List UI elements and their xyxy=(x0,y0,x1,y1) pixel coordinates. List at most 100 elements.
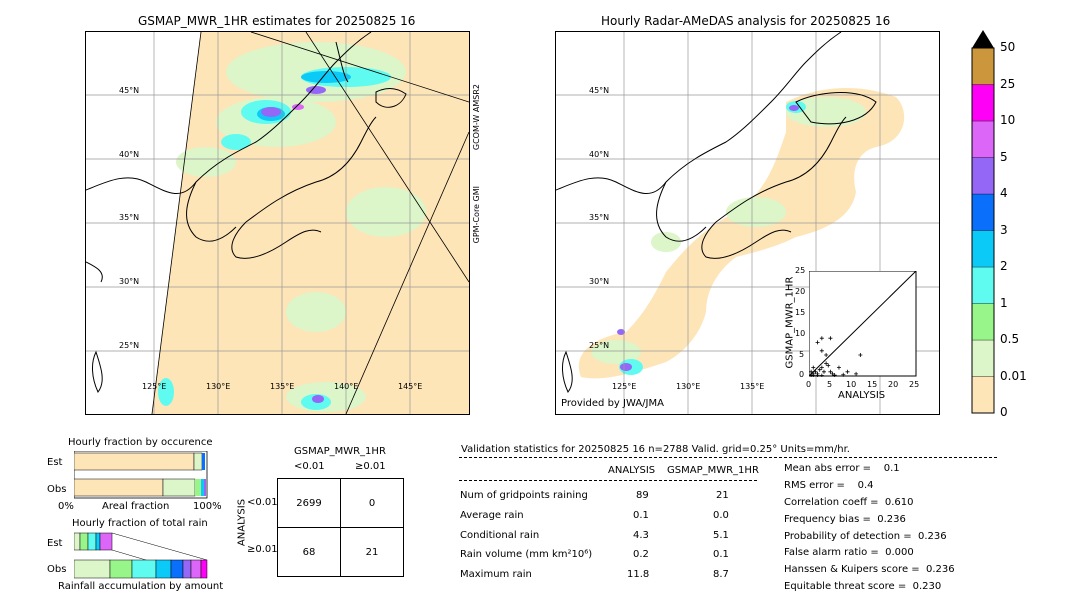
validation-header-rule xyxy=(459,457,997,458)
validation-row-label: Rain volume (mm km²10⁶) xyxy=(460,549,593,560)
score-pod: Probability of detection = 0.236 xyxy=(784,531,947,542)
scatter-ytick-15: 15 xyxy=(795,308,806,317)
colorbar-cell xyxy=(971,339,995,377)
scatter-point xyxy=(841,372,846,377)
validation-col-gsmap: GSMAP_MWR_1HR xyxy=(667,465,759,476)
scatter-point xyxy=(854,371,859,376)
score-hk: Hanssen & Kuipers score = 0.236 xyxy=(784,564,955,575)
validation-row-label: Average rain xyxy=(460,510,524,521)
scatter-xtick-20: 20 xyxy=(888,380,899,389)
right-lat-45: 45°N xyxy=(589,86,610,95)
colorbar-label: 2 xyxy=(1000,259,1008,273)
total-rain-title: Hourly fraction of total rain xyxy=(72,518,208,529)
contingency-title: GSMAP_MWR_1HR xyxy=(294,446,386,457)
contingency-side-label: ANALYSIS xyxy=(236,498,248,547)
scatter-point xyxy=(819,336,824,341)
scatter-xtick-0: 0 xyxy=(806,380,812,389)
scatter-ytick-25: 25 xyxy=(795,266,806,275)
scatter-inset xyxy=(809,271,917,377)
scatter-point xyxy=(858,353,863,357)
left-map-title: GSMAP_MWR_1HR estimates for 20250825 16 xyxy=(138,14,416,28)
right-lat-30: 30°N xyxy=(589,277,610,286)
occurrence-axis-mid: Areal fraction xyxy=(102,501,170,512)
scatter-point xyxy=(824,361,829,366)
score-far: False alarm ratio = 0.000 xyxy=(784,547,914,558)
contingency-table: 2699 0 68 21 xyxy=(277,478,404,577)
validation-col-analysis: ANALYSIS xyxy=(608,465,656,476)
contingency-col-ge: ≥0.01 xyxy=(355,461,386,472)
total-rain-bars xyxy=(74,532,208,579)
score-ets: Equitable threat score = 0.230 xyxy=(784,581,942,592)
colorbar-cell xyxy=(971,230,995,268)
colorbar-cell xyxy=(971,303,995,341)
scatter-xtick-5: 5 xyxy=(827,380,833,389)
colorbar-label: 5 xyxy=(1000,149,1008,164)
validation-row-gsmap: 8.7 xyxy=(713,569,729,580)
right-lat-40: 40°N xyxy=(589,150,610,159)
scatter-point xyxy=(830,371,835,376)
scatter-ytick-10: 10 xyxy=(795,329,806,338)
left-map xyxy=(85,31,470,415)
left-lon-135: 135°E xyxy=(270,382,295,391)
colorbar-cell xyxy=(971,120,995,158)
total-rain-axis-label: Rainfall accumulation by amount xyxy=(58,581,224,592)
scatter-point xyxy=(832,373,837,377)
validation-row-gsmap: 0.1 xyxy=(713,549,729,560)
scatter-point xyxy=(811,365,816,370)
colorbar-cell xyxy=(971,266,995,304)
scatter-point xyxy=(845,369,850,374)
validation-row-analysis: 0.2 xyxy=(633,549,649,560)
total-rain-obs-label: Obs xyxy=(47,564,67,575)
right-map-title: Hourly Radar-AMeDAS analysis for 2025082… xyxy=(601,14,891,28)
validation-header: Validation statistics for 20250825 16 n=… xyxy=(461,444,850,455)
validation-row-label: Maximum rain xyxy=(460,569,532,580)
validation-row-analysis: 11.8 xyxy=(627,569,650,580)
scatter-point xyxy=(813,369,818,374)
scatter-point xyxy=(819,373,824,377)
left-lat-45: 45°N xyxy=(119,86,140,95)
scatter-point xyxy=(815,373,820,377)
validation-row-analysis: 0.1 xyxy=(633,510,649,521)
colorbar-cell xyxy=(971,157,995,195)
colorbar-cell xyxy=(971,47,995,85)
contingency-cell-a: 2699 xyxy=(277,478,341,528)
scatter-xlabel: ANALYSIS xyxy=(838,390,886,401)
left-lon-130: 130°E xyxy=(206,382,231,391)
radar-credit: Provided by JWA/JMA xyxy=(561,398,664,409)
colorbar-label: 1 xyxy=(1000,295,1008,310)
left-lat-40: 40°N xyxy=(119,150,140,159)
score-freq-bias: Frequency bias = 0.236 xyxy=(784,514,906,525)
scatter-xtick-15: 15 xyxy=(867,380,878,389)
colorbar-label: 0 xyxy=(1000,405,1008,419)
colorbar-label: 10 xyxy=(1000,113,1016,127)
colorbar xyxy=(971,30,995,414)
left-lat-25: 25°N xyxy=(119,341,140,350)
validation-col-rule xyxy=(459,480,757,481)
contingency-cell-b: 0 xyxy=(340,478,404,528)
validation-row-analysis: 4.3 xyxy=(633,530,649,541)
validation-row-gsmap: 21 xyxy=(716,490,729,501)
scatter-ytick-0: 0 xyxy=(799,370,805,379)
scatter-point xyxy=(817,367,822,372)
colorbar-label: 25 xyxy=(1000,76,1016,91)
validation-row-gsmap: 0.0 xyxy=(713,510,729,521)
scatter-point xyxy=(809,373,814,377)
scatter-point xyxy=(826,363,831,368)
score-corr: Correlation coeff = 0.610 xyxy=(784,497,914,508)
scatter-point xyxy=(819,365,824,370)
right-lon-125: 125°E xyxy=(612,382,637,391)
left-lat-35: 35°N xyxy=(119,213,140,222)
scatter-point xyxy=(828,369,833,374)
scatter-point xyxy=(819,348,824,353)
contingency-row-lt: <0.01 xyxy=(247,497,278,508)
occurrence-axis-100: 100% xyxy=(193,501,222,512)
colorbar-cell xyxy=(971,84,995,122)
swath-label-gmi: GPM-Core GMI xyxy=(472,186,481,244)
right-lat-25: 25°N xyxy=(589,341,610,350)
occurrence-obs-label: Obs xyxy=(47,484,67,495)
right-lon-130: 130°E xyxy=(676,382,701,391)
left-map-svg xyxy=(86,32,469,414)
score-rmse: RMS error = 0.4 xyxy=(784,480,874,491)
colorbar-cell xyxy=(971,376,995,414)
left-lat-30: 30°N xyxy=(119,277,140,286)
